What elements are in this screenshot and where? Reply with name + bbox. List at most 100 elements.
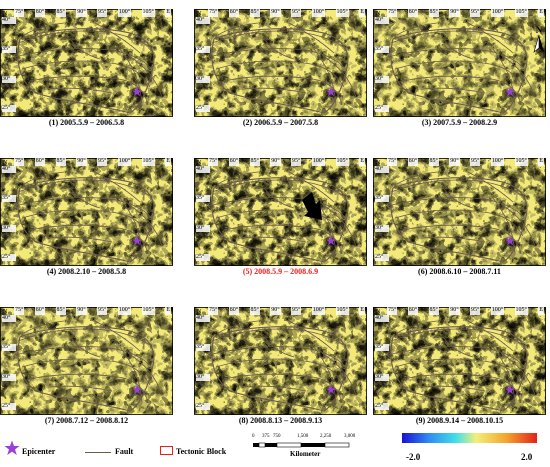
fault-line xyxy=(390,30,524,48)
legend-epicenter-label: Epicenter xyxy=(22,447,56,456)
fault-line xyxy=(23,171,65,185)
fault-line xyxy=(211,328,345,346)
fault-line xyxy=(396,171,438,185)
scale-tick-labels: 0 375 750 1,500 2,250 3,000 xyxy=(252,434,356,441)
fault-line xyxy=(211,30,345,48)
legend-fault-line xyxy=(85,452,111,453)
tectonic-block-outline xyxy=(211,326,349,412)
tectonic-block-outline xyxy=(390,177,528,263)
fault-line xyxy=(13,48,153,70)
fault-line xyxy=(321,352,357,396)
epicenter-star-icon xyxy=(132,87,142,97)
legend-block-swatch xyxy=(160,446,173,455)
tectonic-block-outline xyxy=(17,326,155,412)
panel-caption: (5) 2008.5.9 – 2008.6.9 xyxy=(242,267,319,276)
tectonic-block-outline xyxy=(17,177,155,263)
anomaly-layer xyxy=(194,158,367,266)
north-arrow-icon: N xyxy=(533,25,544,53)
epicenter-star-icon xyxy=(132,236,142,246)
fault-line xyxy=(49,236,113,243)
fault-line xyxy=(313,346,337,404)
colorbar-max-label: 2.0 xyxy=(521,452,533,462)
anomaly-layer xyxy=(0,307,173,415)
fault-line xyxy=(29,373,149,404)
fault-line xyxy=(23,22,65,36)
fault-line xyxy=(492,48,516,106)
fault-line xyxy=(127,203,163,247)
latitude-n-label: N xyxy=(376,160,381,166)
fault-line xyxy=(69,187,101,209)
fault-line xyxy=(396,22,438,36)
fault-line xyxy=(500,352,536,396)
fault-line xyxy=(288,320,335,352)
fault-line xyxy=(119,48,143,106)
fault-line xyxy=(21,358,151,386)
fault-line xyxy=(49,385,113,392)
fault-line xyxy=(215,358,345,386)
fault-line xyxy=(21,209,151,237)
epicenter-star-icon xyxy=(132,385,142,395)
latitude-n-label: N xyxy=(197,160,202,166)
fault-line xyxy=(29,224,149,255)
fault-line xyxy=(394,209,524,237)
epicenter-star-icon xyxy=(4,440,20,455)
fault-line xyxy=(223,224,343,255)
fault-line xyxy=(13,346,153,368)
fault-line xyxy=(402,75,522,106)
fault-line xyxy=(288,171,335,203)
legend-fault-label: Fault xyxy=(115,447,134,456)
fault-line xyxy=(442,187,474,209)
latitude-n-label: N xyxy=(3,11,8,17)
fault-line xyxy=(29,75,149,106)
epicenter-star-icon xyxy=(505,87,515,97)
panel-caption: (8) 2008.8.13 – 2008.9.13 xyxy=(238,416,323,425)
fault-line xyxy=(243,385,307,392)
fault-line xyxy=(211,179,345,197)
scale-tick: 3,000 xyxy=(344,434,356,439)
scale-tick: 0 xyxy=(252,434,255,439)
colorbar xyxy=(402,433,537,443)
anomaly-layer xyxy=(373,9,546,117)
fault-line xyxy=(467,22,514,54)
anomaly-map xyxy=(373,307,546,415)
latitude-n-label: N xyxy=(376,11,381,17)
panel-caption: (3) 2007.5.9 – 2008.2.9 xyxy=(421,118,498,127)
anomaly-layer xyxy=(0,9,173,117)
tectonic-block-outline xyxy=(390,326,528,412)
fault-line xyxy=(288,22,335,54)
anomaly-map xyxy=(0,158,173,266)
fault-line xyxy=(492,197,516,255)
arrow-icon xyxy=(302,192,322,220)
colorbar-min-label: -2.0 xyxy=(406,452,421,462)
fault-line xyxy=(394,60,524,88)
fault-line xyxy=(17,30,151,48)
legend-block-label: Tectonic Block xyxy=(176,447,227,456)
anomaly-map xyxy=(0,9,173,117)
panel-caption: (4) 2008.2.10 – 2008.5.8 xyxy=(46,267,127,276)
panel-caption: (9) 2008.9.14 – 2008.10.15 xyxy=(415,416,504,425)
panel-caption: (6) 2008.6.10 – 2008.7.11 xyxy=(418,267,501,276)
fault-line xyxy=(386,346,526,368)
fault-line xyxy=(500,54,536,98)
fault-line xyxy=(94,22,141,54)
anomaly-layer xyxy=(373,158,546,266)
fault-line xyxy=(467,320,514,352)
fault-line xyxy=(321,203,357,247)
fault-line xyxy=(422,236,486,243)
fault-line xyxy=(396,320,438,334)
fault-line xyxy=(467,171,514,203)
anomaly-map xyxy=(373,9,546,117)
fault-line xyxy=(243,87,307,94)
fault-line xyxy=(49,87,113,94)
fault-line xyxy=(119,346,143,404)
fault-line xyxy=(263,38,295,60)
fault-line xyxy=(402,224,522,255)
epicenter-star-icon xyxy=(505,385,515,395)
fault-line xyxy=(119,197,143,255)
epicenter-star-icon xyxy=(326,87,336,97)
anomaly-layer xyxy=(194,307,367,415)
fault-line xyxy=(217,22,259,36)
anomaly-layer xyxy=(0,158,173,266)
north-label: N xyxy=(536,25,543,35)
fault-line xyxy=(223,373,343,404)
